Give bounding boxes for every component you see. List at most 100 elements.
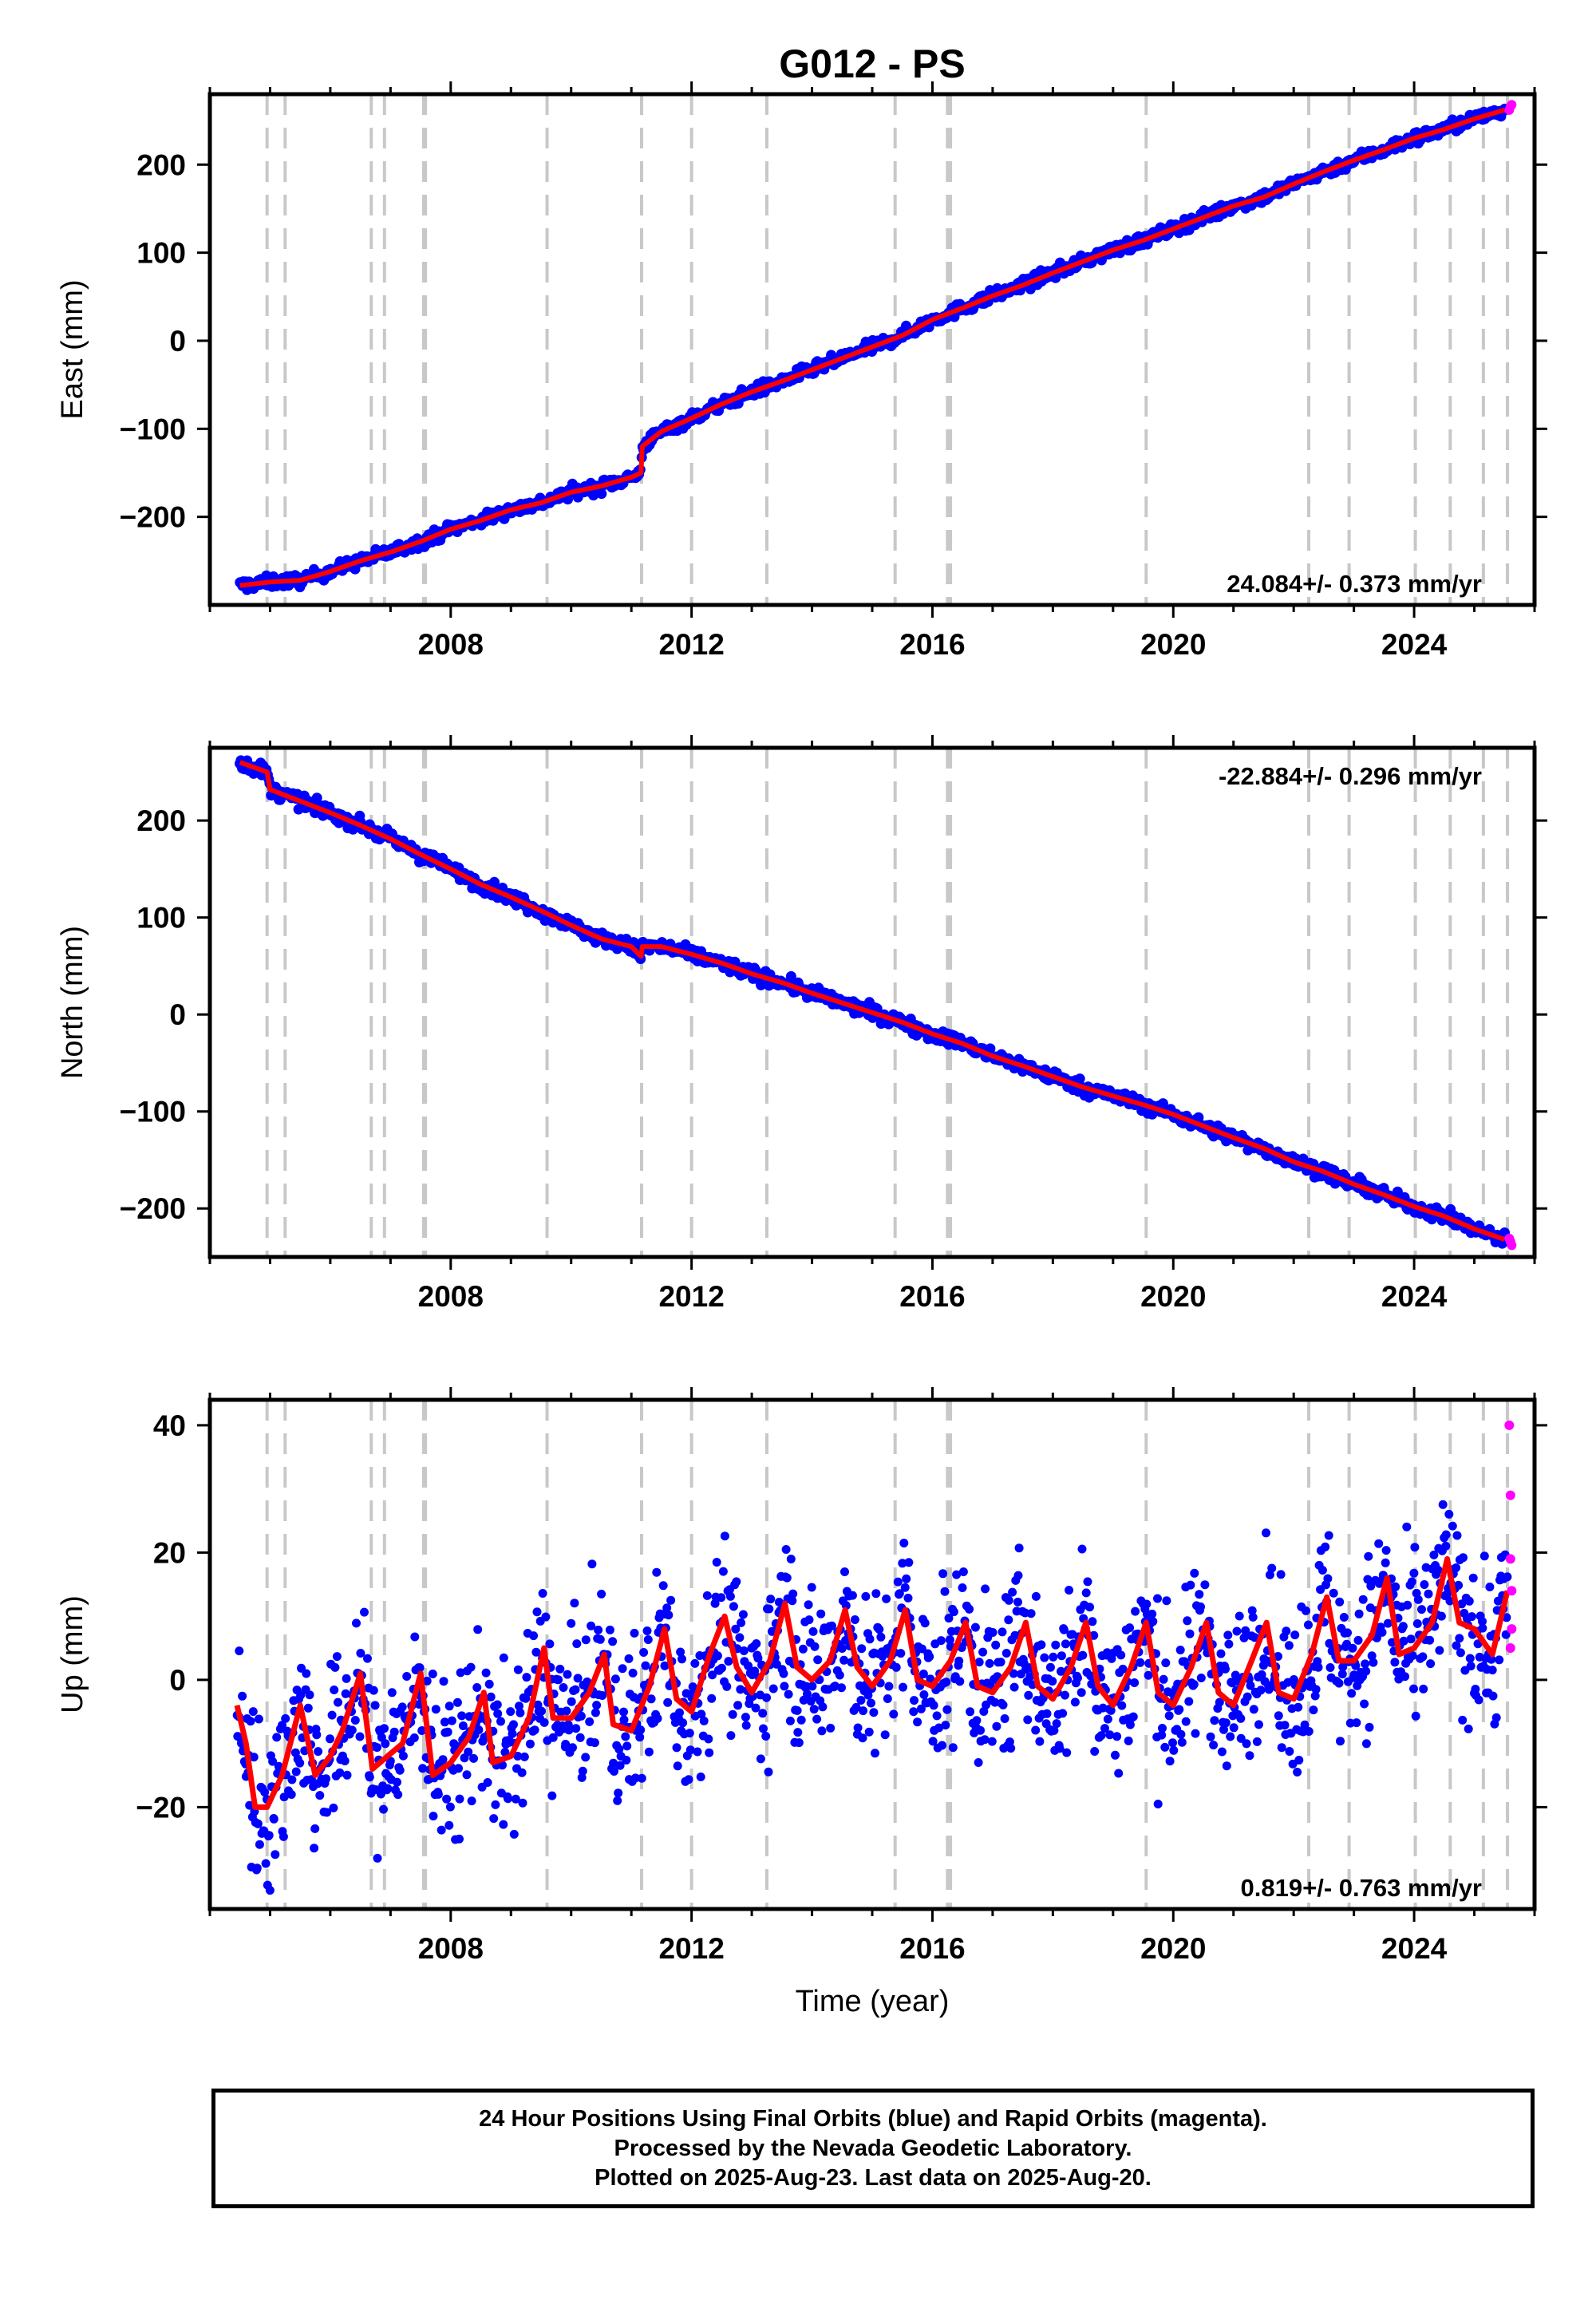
up-final-point bbox=[891, 1662, 901, 1672]
up-final-point bbox=[863, 1690, 873, 1700]
up-final-point bbox=[884, 1682, 894, 1691]
up-final-point bbox=[954, 1656, 964, 1666]
up-final-point bbox=[322, 1774, 331, 1784]
up-final-point bbox=[567, 1697, 576, 1706]
up-final-point bbox=[547, 1791, 557, 1800]
north-y-tick-label: 200 bbox=[136, 804, 186, 837]
up-final-point bbox=[1302, 1606, 1310, 1615]
east-y-tick-label: −100 bbox=[120, 413, 186, 445]
up-final-point bbox=[255, 1840, 264, 1849]
up-final-point bbox=[796, 1715, 806, 1725]
up-final-point bbox=[334, 1697, 342, 1707]
up-rapid-point bbox=[1505, 1554, 1515, 1564]
up-final-point bbox=[456, 1668, 465, 1678]
up-final-point bbox=[1226, 1732, 1235, 1741]
up-final-point bbox=[577, 1773, 587, 1782]
up-final-point bbox=[850, 1615, 859, 1624]
up-final-point bbox=[330, 1686, 339, 1694]
up-final-point bbox=[415, 1663, 425, 1673]
up-final-point bbox=[913, 1717, 922, 1727]
up-final-point bbox=[909, 1707, 918, 1717]
up-final-point bbox=[279, 1832, 288, 1841]
up-final-point bbox=[519, 1752, 529, 1761]
up-final-point bbox=[1304, 1727, 1314, 1736]
up-final-point bbox=[393, 1790, 403, 1800]
up-final-point bbox=[1377, 1627, 1387, 1637]
up-final-point bbox=[728, 1709, 737, 1719]
up-final-point bbox=[896, 1649, 906, 1658]
up-final-point bbox=[1478, 1623, 1487, 1633]
up-final-point bbox=[1367, 1651, 1377, 1661]
east-y-axis-label: East (mm) bbox=[56, 279, 89, 419]
up-final-point bbox=[438, 1755, 448, 1765]
up-final-point bbox=[1014, 1543, 1024, 1553]
up-final-point bbox=[768, 1684, 778, 1694]
up-final-point bbox=[1189, 1680, 1199, 1690]
up-final-point bbox=[1037, 1640, 1046, 1650]
up-final-point bbox=[1399, 1636, 1408, 1646]
up-final-point bbox=[1065, 1586, 1074, 1595]
up-final-point bbox=[529, 1631, 539, 1641]
up-final-point bbox=[1062, 1748, 1072, 1757]
footer-line-3: Plotted on 2025-Aug-23. Last data on 202… bbox=[595, 2164, 1152, 2191]
north-model-line bbox=[239, 760, 1506, 1242]
up-final-point bbox=[817, 1726, 827, 1736]
up-final-point bbox=[571, 1724, 581, 1733]
up-final-point bbox=[1409, 1684, 1418, 1694]
up-final-point bbox=[531, 1647, 541, 1657]
up-final-point bbox=[1105, 1730, 1115, 1740]
up-final-point bbox=[1398, 1622, 1408, 1631]
up-final-point bbox=[996, 1658, 1005, 1667]
up-final-point bbox=[1057, 1651, 1066, 1661]
up-final-point bbox=[1465, 1654, 1475, 1663]
up-final-point bbox=[925, 1652, 934, 1662]
up-final-point bbox=[587, 1559, 597, 1569]
up-final-point bbox=[1161, 1658, 1171, 1668]
up-final-point bbox=[513, 1665, 523, 1674]
up-final-point bbox=[646, 1694, 656, 1704]
up-final-point bbox=[949, 1607, 958, 1617]
north-x-tick-label: 2008 bbox=[418, 1280, 484, 1313]
up-final-point bbox=[1429, 1550, 1439, 1559]
up-final-point bbox=[910, 1696, 918, 1705]
up-final-point bbox=[942, 1678, 951, 1687]
up-final-point bbox=[1248, 1612, 1258, 1622]
up-final-point bbox=[672, 1743, 681, 1753]
up-final-point bbox=[1136, 1658, 1145, 1667]
up-final-point bbox=[327, 1710, 337, 1720]
up-final-point bbox=[1077, 1688, 1086, 1697]
up-final-point bbox=[1227, 1678, 1237, 1688]
up-final-point bbox=[1052, 1719, 1061, 1729]
up-x-tick-label: 2024 bbox=[1381, 1932, 1448, 1965]
up-final-point bbox=[261, 1859, 271, 1868]
up-final-point bbox=[1117, 1701, 1127, 1710]
up-final-point bbox=[1300, 1720, 1310, 1729]
up-final-point bbox=[238, 1691, 247, 1701]
up-final-point bbox=[788, 1589, 798, 1599]
up-final-point bbox=[508, 1729, 517, 1738]
up-final-point bbox=[756, 1754, 765, 1764]
up-final-point bbox=[940, 1587, 950, 1596]
up-final-point bbox=[690, 1658, 700, 1668]
up-final-point bbox=[871, 1749, 879, 1758]
up-final-point bbox=[1501, 1630, 1511, 1639]
up-final-point bbox=[409, 1733, 419, 1742]
up-final-point bbox=[675, 1708, 684, 1717]
up-final-point bbox=[974, 1658, 984, 1667]
up-final-point bbox=[564, 1725, 574, 1735]
up-final-point bbox=[513, 1752, 523, 1761]
up-final-point bbox=[499, 1820, 508, 1829]
up-final-point bbox=[594, 1625, 603, 1634]
north-final-point bbox=[1074, 1073, 1085, 1085]
up-final-point bbox=[369, 1686, 378, 1695]
up-final-point bbox=[1116, 1650, 1126, 1660]
up-final-point bbox=[1464, 1596, 1474, 1606]
up-final-point bbox=[621, 1732, 630, 1741]
up-y-tick-label: 0 bbox=[169, 1664, 186, 1697]
east-y-tick-label: −200 bbox=[120, 501, 186, 534]
up-final-point bbox=[1358, 1595, 1368, 1604]
east-rapid-point bbox=[1507, 100, 1517, 110]
up-final-point bbox=[455, 1834, 464, 1844]
up-final-point bbox=[693, 1747, 702, 1757]
up-final-point bbox=[934, 1723, 944, 1733]
